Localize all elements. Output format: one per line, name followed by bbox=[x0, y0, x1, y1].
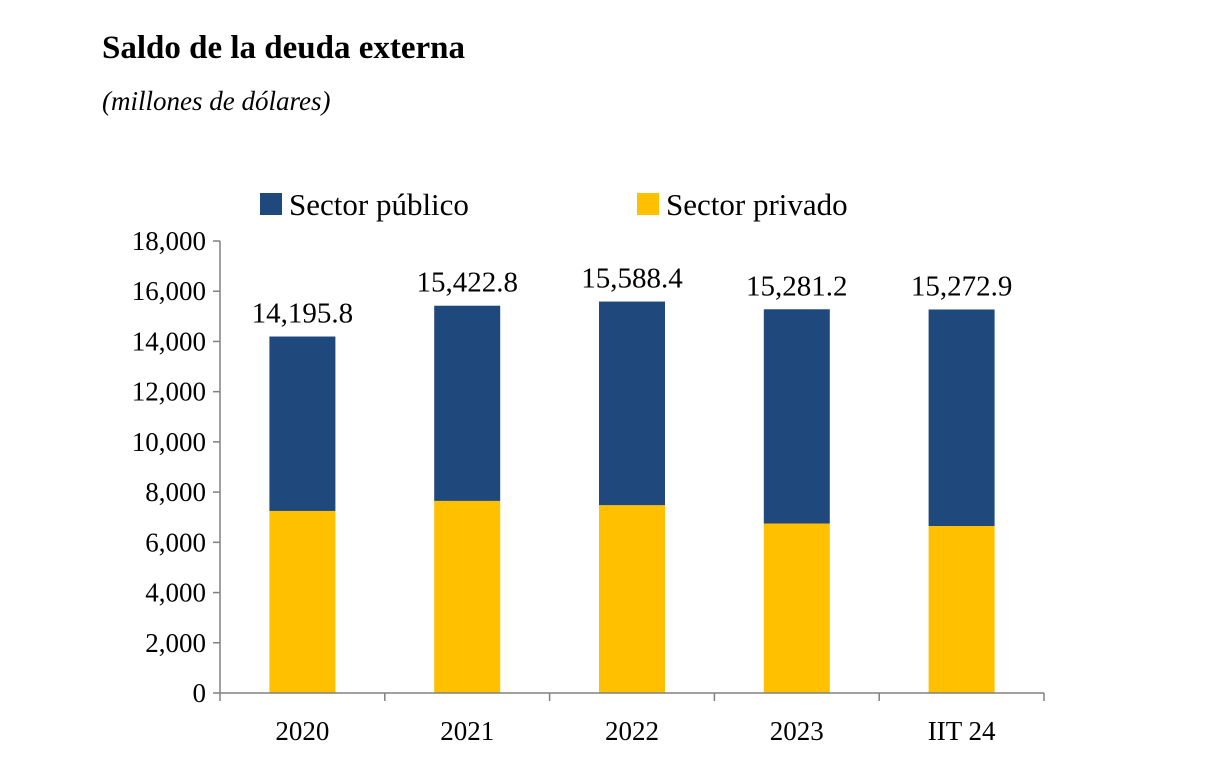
data-label-total: 15,272.9 bbox=[911, 270, 1013, 302]
bar-sector-privado-2022 bbox=[599, 505, 665, 693]
axes: 2020 2021 2022 2023 IIT 24 0 2,000 4,000 6,000 8,… bbox=[132, 226, 1045, 746]
bar-sector-p-blico-2022 bbox=[599, 301, 665, 506]
bar-sector-p-blico-2020 bbox=[269, 336, 336, 511]
x-tick-label: 2023 bbox=[770, 716, 824, 746]
x-tick-label: IIT 24 bbox=[928, 716, 996, 746]
y-tick-label: 14,000 bbox=[132, 326, 206, 356]
data-label-total: 15,422.8 bbox=[416, 267, 518, 299]
y-tick-label: 4,000 bbox=[145, 578, 206, 608]
y-tick-label: 0 bbox=[193, 678, 207, 708]
legend: Sector público Sector privado bbox=[260, 187, 848, 222]
y-tick-label: 8,000 bbox=[145, 477, 206, 507]
bar-sector-privado-2021 bbox=[434, 500, 501, 693]
legend-swatch-sector-p-blico bbox=[260, 193, 282, 215]
y-tick-label: 10,000 bbox=[132, 427, 206, 457]
bar-sector-p-blico-2023 bbox=[763, 309, 830, 524]
data-label-total: 14,195.8 bbox=[252, 298, 354, 330]
y-tick-label: 2,000 bbox=[145, 628, 206, 658]
y-tick-label: 12,000 bbox=[132, 377, 206, 407]
y-tick-label: 18,000 bbox=[132, 226, 206, 256]
data-label-total: 15,281.2 bbox=[746, 270, 848, 302]
chart-title: Saldo de la deuda externa bbox=[102, 30, 466, 66]
chart-subtitle: (millones de dólares) bbox=[102, 86, 331, 116]
bars bbox=[269, 301, 995, 693]
bar-sector-p-blico-2021 bbox=[434, 305, 501, 501]
legend-label-sector-privado: Sector privado bbox=[666, 187, 848, 222]
legend-label-sector-p-blico: Sector público bbox=[289, 187, 469, 222]
bar-sector-privado-iit-24 bbox=[928, 526, 995, 693]
bar-sector-privado-2020 bbox=[269, 510, 336, 693]
y-tick-label: 16,000 bbox=[132, 276, 206, 306]
legend-swatch-sector-privado bbox=[637, 193, 659, 215]
y-tick-label: 6,000 bbox=[145, 527, 206, 557]
data-label-total: 15,588.4 bbox=[581, 263, 683, 295]
x-tick-label: 2022 bbox=[605, 716, 659, 746]
bar-sector-p-blico-iit-24 bbox=[928, 309, 995, 527]
bar-sector-privado-2023 bbox=[763, 523, 830, 693]
data-labels: 14,195.8 15,422.8 15,588.4 15,281.2 15,272.9 bbox=[252, 263, 1013, 330]
x-tick-label: 2020 bbox=[275, 716, 329, 746]
x-tick-label: 2021 bbox=[440, 716, 494, 746]
